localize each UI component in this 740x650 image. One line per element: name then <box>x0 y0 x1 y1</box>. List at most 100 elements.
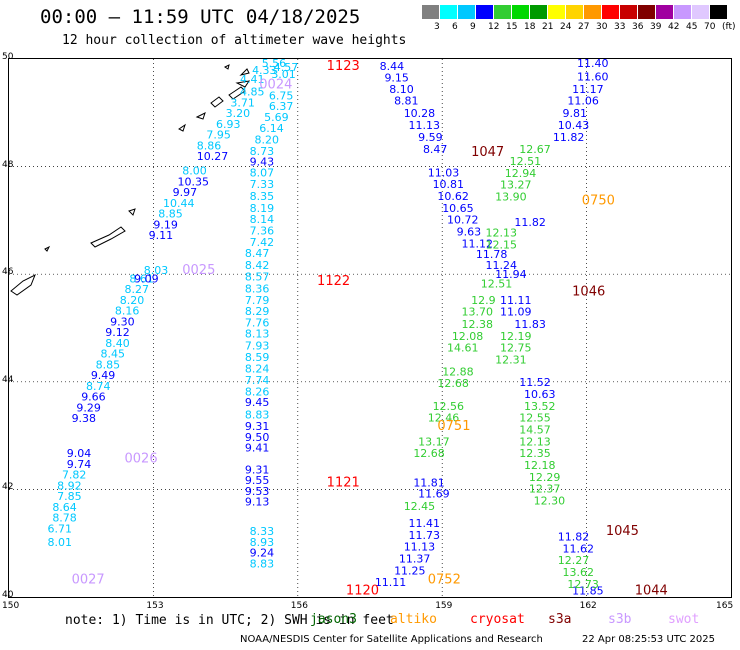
coastline <box>239 68 250 76</box>
wave-height-label: 11.60 <box>577 71 609 84</box>
wave-height-label: 8.35 <box>250 190 275 203</box>
wave-height-label: 8.20 <box>254 133 278 146</box>
scale-swatch <box>476 5 493 19</box>
wave-height-label: 8.40 <box>105 337 129 350</box>
wave-height-label: 8.61 <box>129 272 154 285</box>
wave-height-label: 12.51 <box>510 155 542 168</box>
wave-height-label: 12.68 <box>437 377 469 390</box>
scale-label: 30 <box>596 22 608 32</box>
wave-height-label: 10.28 <box>404 107 436 120</box>
longitude-tick-label: 159 <box>435 601 453 611</box>
wave-height-label: 9.74 <box>67 458 92 471</box>
scale-label: 15 <box>506 22 518 32</box>
coastline <box>44 245 51 252</box>
scale-label: 27 <box>578 22 590 32</box>
wave-height-label: 7.82 <box>62 469 87 482</box>
wave-height-label: 8.78 <box>52 512 77 525</box>
wave-height-label: 14.61 <box>447 342 479 355</box>
wave-height-label: 11.82 <box>553 131 585 144</box>
wave-height-label: 10.65 <box>442 202 474 215</box>
wave-height-label: 3.71 <box>230 96 255 109</box>
wave-height-label: 8.16 <box>115 305 140 318</box>
longitude-tick-label: 165 <box>716 601 734 611</box>
wave-height-label: 8.36 <box>245 282 270 295</box>
satellite-legend-item: jason3 <box>310 612 357 627</box>
scale-label: 9 <box>470 22 476 32</box>
wave-height-label: 8.00 <box>182 165 207 178</box>
wave-height-label: 7.74 <box>245 374 270 387</box>
wave-height-label: 10.81 <box>433 178 465 191</box>
wave-height-label: 4.85 <box>240 86 264 99</box>
wave-height-label: 9.31 <box>245 420 270 433</box>
scale-swatch <box>620 5 637 19</box>
scale-swatch <box>512 5 529 19</box>
wave-height-label: 12.56 <box>433 400 465 413</box>
wave-height-label: 8.27 <box>125 283 149 296</box>
wave-height-label: 12.94 <box>505 167 536 180</box>
wave-height-label: 9.19 <box>153 218 178 231</box>
scale-label: 70 <box>704 22 716 32</box>
wave-height-label: 8.47 <box>245 247 270 260</box>
wave-height-label: 8.81 <box>394 95 419 108</box>
wave-height-label: 12.18 <box>524 459 556 472</box>
wave-height-label: 8.01 <box>48 536 73 549</box>
map-plot-area[interactable]: 5.56 4.57 4.33 3.01 4.41 4.85 6.75 3.71 6.37 3.20… <box>8 58 732 598</box>
wave-height-label: 9.43 <box>250 156 275 169</box>
wave-height-label: 8.85 <box>96 358 121 371</box>
wave-height-label: 11.25 <box>394 564 426 577</box>
coastline <box>224 64 230 70</box>
scale-swatch <box>710 5 727 19</box>
scale-swatch <box>584 5 601 19</box>
wave-height-label: 12.46 <box>428 412 460 425</box>
wave-height-label: 8.57 <box>245 271 270 284</box>
wave-height-label: 11.78 <box>476 248 508 261</box>
wave-height-label: 11.94 <box>495 268 527 281</box>
wave-height-label: 12.75 <box>500 342 531 355</box>
wave-height-label: 8.64 <box>52 501 77 514</box>
pass-id-label: 0751 <box>437 419 470 434</box>
wave-height-label: 12.30 <box>534 494 566 507</box>
latitude-tick-label: 42 <box>2 482 14 493</box>
wave-height-label: 9.53 <box>245 485 270 498</box>
wave-height-label: 6.71 <box>48 522 73 535</box>
wave-height-label: 8.26 <box>245 385 270 398</box>
scale-label: 21 <box>542 22 554 32</box>
pass-id-label: 1123 <box>327 59 360 74</box>
wave-height-label: 11.24 <box>486 259 518 272</box>
longitude-tick-label: 162 <box>579 601 597 611</box>
wave-height-label: 8.10 <box>389 83 414 96</box>
wave-height-label: 13.62 <box>563 566 595 579</box>
wave-height-label: 6.37 <box>269 100 294 113</box>
scale-label: 33 <box>614 22 626 32</box>
coastline <box>10 273 36 296</box>
wave-height-label: 11.85 <box>572 584 604 597</box>
satellite-legend-item: altiko <box>390 612 437 627</box>
wave-height-label: 8.74 <box>86 380 111 393</box>
wave-height-label: 10.27 <box>197 150 229 163</box>
wave-height-label: 8.73 <box>250 145 275 158</box>
coastline <box>178 123 186 132</box>
scale-label: (ft) <box>722 22 736 32</box>
wave-height-label: 12.27 <box>558 554 590 567</box>
coastline <box>128 208 136 216</box>
scale-swatch <box>440 5 457 19</box>
wave-height-label: 13.90 <box>495 190 527 203</box>
wave-height-label: 9.45 <box>245 396 270 409</box>
coastline <box>210 96 224 108</box>
scale-label: 36 <box>632 22 644 32</box>
latitude-tick-label: 50 <box>2 52 14 62</box>
wave-height-label: 8.33 <box>250 525 275 538</box>
wave-height-label: 3.20 <box>226 107 251 120</box>
chart-title: 00:00 – 11:59 UTC 04/18/2025 <box>40 6 361 28</box>
wave-height-label: 12.31 <box>495 354 527 367</box>
coastline <box>228 86 246 100</box>
wave-height-label: 12.55 <box>519 412 551 425</box>
map-canvas[interactable]: 5.564.574.333.01 4.414.85 6.75 3.71 6.37 3.20… <box>9 59 731 597</box>
scale-label: 3 <box>434 22 440 32</box>
satellite-legend-item: s3a <box>548 612 572 627</box>
pass-id-label: 1046 <box>572 285 605 300</box>
coastline <box>90 226 126 248</box>
wave-height-label: 9.50 <box>245 431 270 444</box>
longitude-tick-label: 150 <box>2 601 20 611</box>
scale-label: 6 <box>452 22 458 32</box>
